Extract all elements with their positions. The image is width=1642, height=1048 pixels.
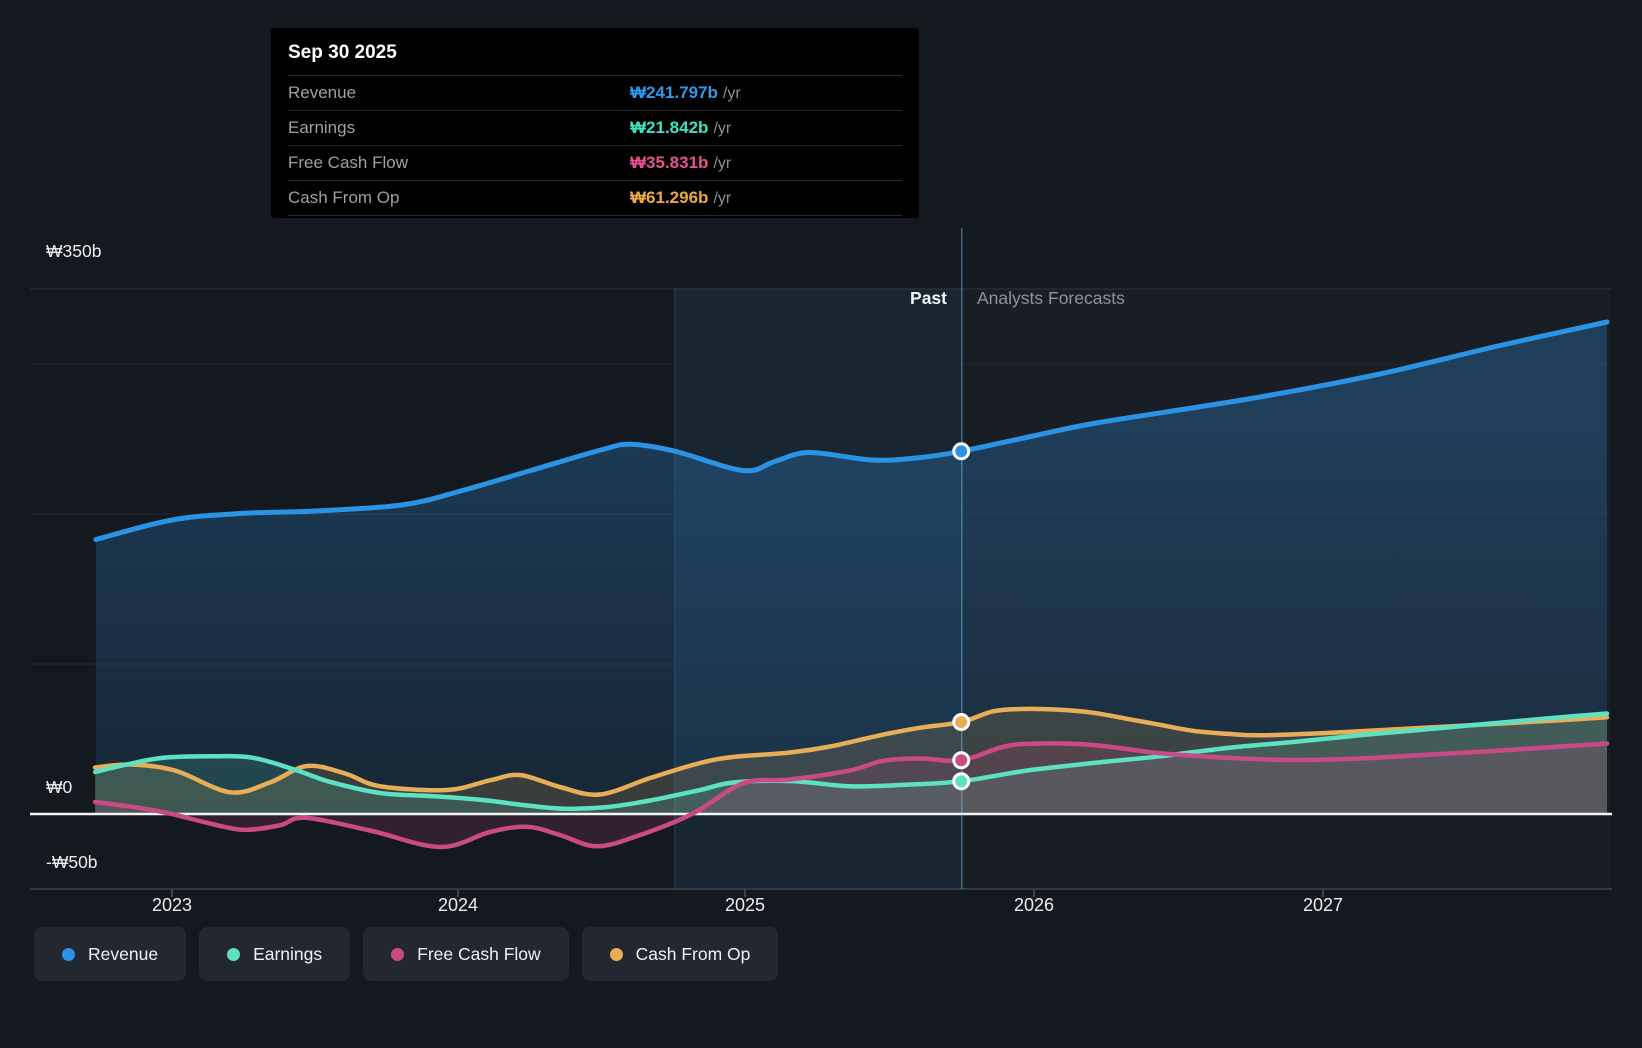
tooltip-row-free-cash-flow: Free Cash Flow ₩35.831b/yr bbox=[288, 145, 902, 180]
x-axis-label-2025: 2025 bbox=[724, 895, 766, 915]
legend-item-free-cash-flow[interactable]: Free Cash Flow bbox=[363, 927, 569, 981]
tooltip-row-cash-from-op: Cash From Op ₩61.296b/yr bbox=[288, 180, 902, 216]
tooltip-label: Free Cash Flow bbox=[288, 153, 408, 172]
tooltip-row-earnings: Earnings ₩21.842b/yr bbox=[288, 110, 902, 145]
tooltip-label: Revenue bbox=[288, 83, 357, 102]
tooltip-row-revenue: Revenue ₩241.797b/yr bbox=[288, 75, 902, 110]
earnings-dot-icon bbox=[227, 947, 241, 961]
tooltip-value: ₩21.842b/yr bbox=[630, 118, 732, 137]
tooltip-date: Sep 30 2025 bbox=[288, 42, 397, 63]
analysts-forecasts-label: Analysts Forecasts bbox=[977, 288, 1125, 308]
line-cash-from-op bbox=[92, 706, 1610, 797]
hover-tooltip: Sep 30 2025 Revenue ₩241.797b/yr Earning… bbox=[271, 28, 919, 218]
legend-label: Free Cash Flow bbox=[417, 943, 541, 964]
marker-revenue bbox=[952, 442, 971, 461]
legend-item-earnings[interactable]: Earnings bbox=[199, 927, 351, 981]
legend-label: Earnings bbox=[253, 943, 323, 964]
x-axis-label-2023: 2023 bbox=[151, 895, 193, 915]
marker-free-cash-flow bbox=[952, 751, 971, 770]
x-axis-label-2024: 2024 bbox=[437, 895, 479, 915]
marker-cash-from-op bbox=[952, 713, 971, 732]
line-earnings bbox=[92, 711, 1610, 812]
tooltip-value: ₩241.797b/yr bbox=[630, 83, 741, 102]
cash-from-op-dot-icon bbox=[609, 947, 623, 961]
revenue-dot-icon bbox=[62, 947, 75, 961]
y-axis-label-neg50b: -₩50b bbox=[46, 852, 98, 872]
legend-item-revenue[interactable]: Revenue bbox=[34, 927, 187, 981]
x-axis-label-2026: 2026 bbox=[1013, 895, 1055, 915]
y-axis-label-0: ₩0 bbox=[46, 777, 73, 797]
free-cash-flow-dot-icon bbox=[391, 947, 405, 961]
tooltip-value: ₩35.831b/yr bbox=[630, 153, 732, 172]
legend-item-cash-from-op[interactable]: Cash From Op bbox=[581, 927, 779, 981]
legend-label: Revenue bbox=[88, 943, 159, 964]
x-axis-label-2027: 2027 bbox=[1302, 895, 1344, 915]
legend: Revenue Earnings Free Cash Flow Cash Fro… bbox=[34, 927, 779, 981]
tooltip-label: Cash From Op bbox=[288, 188, 400, 207]
tooltip-label: Earnings bbox=[288, 118, 356, 137]
area-revenue bbox=[95, 322, 1607, 814]
marker-earnings bbox=[952, 772, 971, 791]
line-free-cash-flow bbox=[92, 741, 1610, 850]
area-free-cash-flow bbox=[95, 743, 1608, 848]
y-axis-label-350b: ₩350b bbox=[46, 241, 102, 261]
line-revenue bbox=[93, 319, 1610, 542]
legend-label: Cash From Op bbox=[635, 943, 751, 964]
past-label: Past bbox=[910, 288, 947, 308]
tooltip-value: ₩61.296b/yr bbox=[630, 188, 732, 207]
